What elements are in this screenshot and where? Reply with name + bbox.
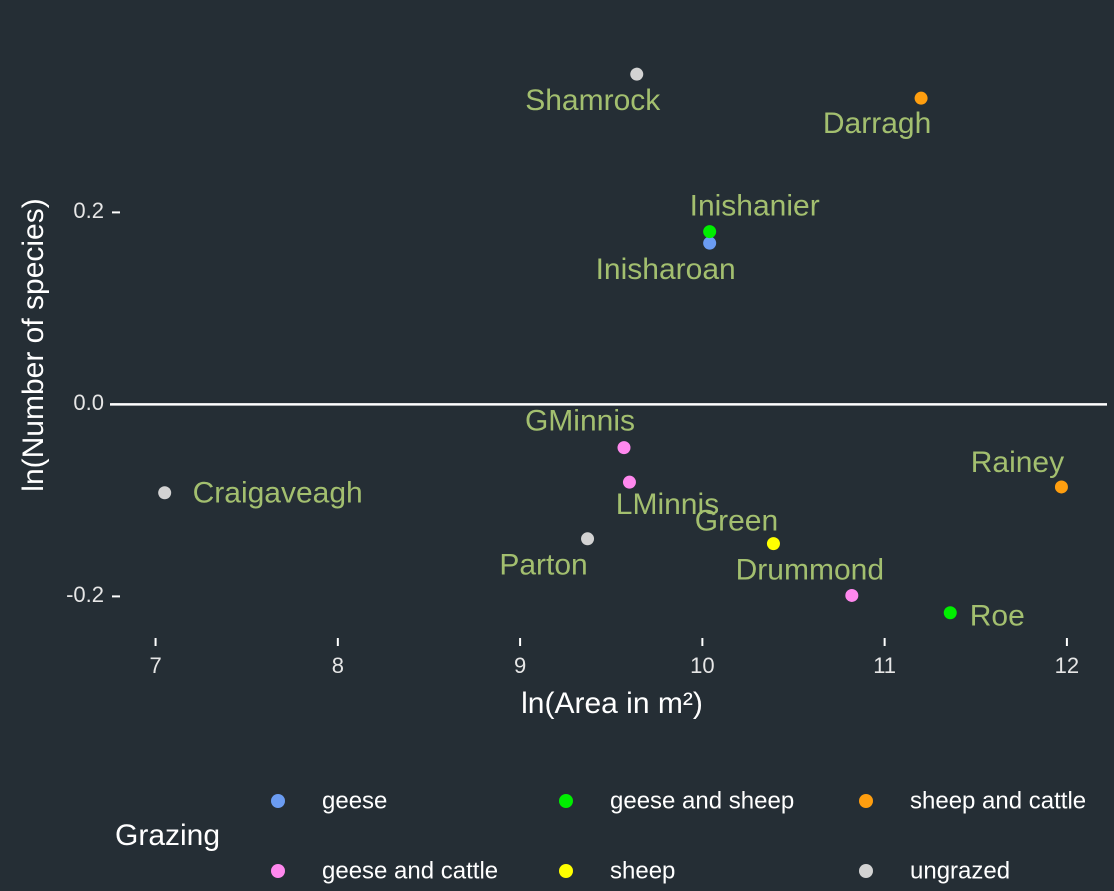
point: [617, 441, 630, 454]
point: [630, 68, 643, 81]
legend-label: ungrazed: [910, 857, 1010, 884]
point-label: Green: [695, 505, 778, 538]
point-label: Darragh: [823, 107, 931, 140]
y-axis-title: ln(Number of species): [17, 198, 50, 491]
point: [1055, 480, 1068, 493]
legend-label: sheep: [610, 857, 675, 884]
x-tick-label: 9: [514, 653, 526, 678]
x-axis-title: ln(Area in m²): [521, 687, 703, 720]
y-tick-label: -0.2: [66, 582, 104, 607]
point: [158, 486, 171, 499]
point-label: Craigaveagh: [193, 477, 363, 510]
legend-marker: [859, 794, 873, 808]
chart: ln(Area in m²) ln(Number of species) Gra…: [0, 0, 1114, 891]
point: [703, 225, 716, 238]
point: [703, 237, 716, 250]
legend-marker: [859, 864, 873, 878]
y-tick-label: 0.0: [73, 390, 104, 415]
legend-label: geese and sheep: [610, 787, 794, 814]
x-tick-label: 8: [332, 653, 344, 678]
point: [845, 589, 858, 602]
legend-marker: [271, 864, 285, 878]
point: [581, 532, 594, 545]
legend-label: geese: [322, 787, 387, 814]
background: [0, 0, 1114, 891]
point: [623, 476, 636, 489]
point-label: GMinnis: [525, 405, 635, 438]
legend-title: Grazing: [115, 819, 220, 852]
y-tick-label: 0.2: [73, 198, 104, 223]
x-tick-label: 7: [149, 653, 161, 678]
point-label: Inisharoan: [596, 253, 736, 286]
point-label: Drummond: [736, 553, 884, 586]
point-label: Roe: [970, 600, 1025, 633]
legend-marker: [271, 794, 285, 808]
legend-label: sheep and cattle: [910, 787, 1086, 814]
point: [767, 537, 780, 550]
x-tick-label: 11: [873, 653, 896, 678]
point-label: Parton: [499, 549, 587, 582]
point: [915, 92, 928, 105]
x-tick-label: 10: [690, 653, 714, 678]
legend-marker: [559, 864, 573, 878]
point-label: Shamrock: [525, 84, 661, 117]
legend-label: geese and cattle: [322, 857, 498, 884]
legend-marker: [559, 794, 573, 808]
x-tick-label: 12: [1055, 653, 1079, 678]
point-label: Rainey: [971, 446, 1064, 479]
point: [944, 606, 957, 619]
point-label: Inishanier: [690, 190, 820, 223]
